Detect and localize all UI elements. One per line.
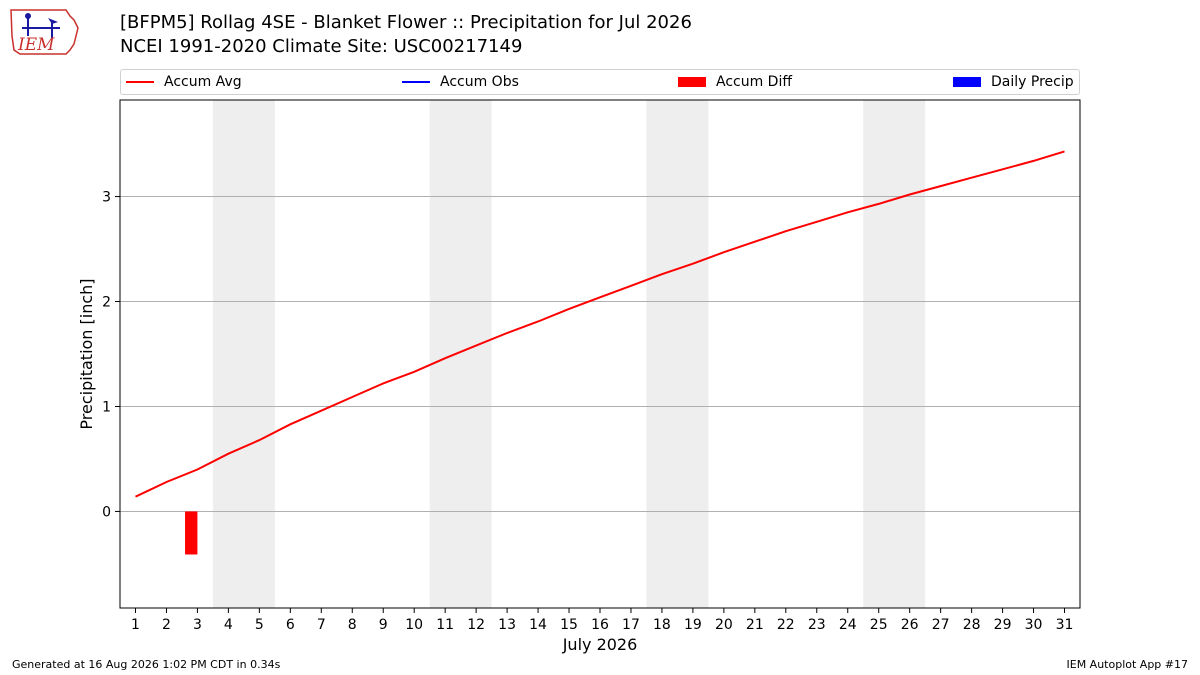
grid xyxy=(120,196,1080,512)
legend-label: Accum Avg xyxy=(164,74,242,90)
x-tick-label: 30 xyxy=(1025,617,1043,633)
accum-diff-bar xyxy=(185,511,198,555)
legend-item-daily-precip: Daily Precip xyxy=(953,70,1074,94)
x-tick-label: 27 xyxy=(932,617,950,633)
x-tick-label: 31 xyxy=(1056,617,1074,633)
generated-timestamp: Generated at 16 Aug 2026 1:02 PM CDT in … xyxy=(12,658,281,671)
x-tick-label: 19 xyxy=(684,617,702,633)
x-tick-label: 12 xyxy=(467,617,485,633)
x-tick-label: 8 xyxy=(348,617,357,633)
x-tick-label: 16 xyxy=(591,617,609,633)
legend-label: Accum Diff xyxy=(716,74,793,90)
y-tick-label: 1 xyxy=(102,399,111,415)
x-tick-label: 13 xyxy=(498,617,516,633)
iem-logo: IEM xyxy=(10,9,79,55)
x-tick-label: 25 xyxy=(870,617,888,633)
x-tick-label: 26 xyxy=(901,617,919,633)
x-tick-label: 23 xyxy=(808,617,826,633)
x-tick-label: 9 xyxy=(379,617,388,633)
x-tick-label: 22 xyxy=(777,617,795,633)
accum-diff-bars xyxy=(185,511,198,555)
x-tick-label: 6 xyxy=(286,617,295,633)
logo-text: IEM xyxy=(17,35,55,55)
legend-swatch-daily-precip xyxy=(953,77,981,87)
x-tick-label: 10 xyxy=(405,617,423,633)
chart-subtitle: NCEI 1991-2020 Climate Site: USC00217149 xyxy=(120,36,523,57)
weekend-shading xyxy=(212,100,926,608)
accum-avg-line xyxy=(135,150,1065,498)
x-tick-label: 3 xyxy=(193,617,202,633)
legend-label: Accum Obs xyxy=(440,74,519,90)
x-tick-label: 11 xyxy=(436,617,454,633)
legend-item-accum-obs: Accum Obs xyxy=(402,70,519,94)
legend-item-accum-diff: Accum Diff xyxy=(678,70,792,94)
x-axis-label: July 2026 xyxy=(562,635,638,654)
x-tick-label: 18 xyxy=(653,617,671,633)
x-tick-label: 1 xyxy=(131,617,140,633)
x-tick-label: 21 xyxy=(746,617,764,633)
chart-title: [BFPM5] Rollag 4SE - Blanket Flower :: P… xyxy=(120,12,692,33)
y-axis-ticks: 0 1 2 3 xyxy=(102,190,120,520)
y-tick-label: 0 xyxy=(102,504,111,520)
app-credit: IEM Autoplot App #17 xyxy=(1066,658,1189,671)
accum-avg-series xyxy=(135,150,1065,498)
y-tick-label: 3 xyxy=(102,190,111,206)
x-tick-label: 15 xyxy=(560,617,578,633)
legend-item-accum-avg: Accum Avg xyxy=(126,70,242,94)
legend-swatch-accum-diff xyxy=(678,77,706,87)
x-tick-label: 24 xyxy=(839,617,857,633)
x-tick-label: 7 xyxy=(317,617,326,633)
x-tick-label: 14 xyxy=(529,617,547,633)
x-axis-ticks: 1 2 3 4 5 6 7 8 9 10 11 12 13 14 15 16 17 18 19 20 21 22 23 24 2… xyxy=(131,608,1073,633)
legend-swatch-accum-avg xyxy=(126,81,154,83)
weekend-band xyxy=(646,100,709,608)
legend: Accum Avg Accum Obs Accum Diff Daily Pre… xyxy=(120,69,1080,95)
y-tick-label: 2 xyxy=(102,295,111,311)
weekend-band xyxy=(863,100,926,608)
x-tick-label: 17 xyxy=(622,617,640,633)
weekend-band xyxy=(429,100,492,608)
x-tick-label: 5 xyxy=(255,617,264,633)
legend-swatch-accum-obs xyxy=(402,81,430,83)
x-tick-label: 4 xyxy=(224,617,233,633)
x-tick-label: 20 xyxy=(715,617,733,633)
legend-label: Daily Precip xyxy=(991,74,1074,90)
x-tick-label: 2 xyxy=(162,617,171,633)
weekend-band xyxy=(212,100,275,608)
x-tick-label: 29 xyxy=(994,617,1012,633)
x-tick-label: 28 xyxy=(963,617,981,633)
iowa-state-outline xyxy=(10,9,79,55)
y-axis-label: Precipitation [inch] xyxy=(77,278,96,429)
